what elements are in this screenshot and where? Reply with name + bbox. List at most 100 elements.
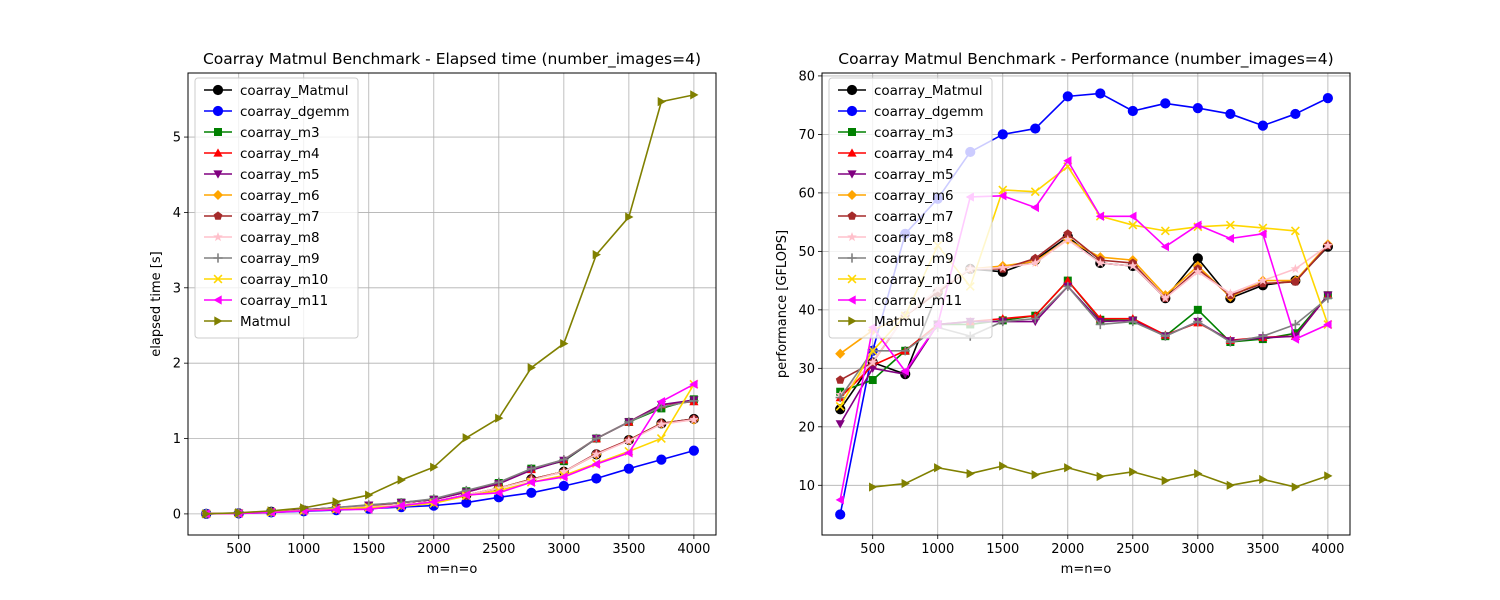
data-point-coarray_m9 [1290,319,1300,330]
data-point-coarray_m11 [1290,334,1300,344]
data-point-coarray_m10 [1290,226,1300,236]
legend-label-coarray_m4: coarray_m4 [240,146,320,162]
legend-label-coarray_dgemm: coarray_dgemm [874,104,984,120]
legend-marker-coarray_m3 [214,128,222,136]
x-axis-label: m=n=o [427,562,478,577]
data-point-coarray_Matmul [835,404,846,415]
y-tick-label: 80 [798,69,815,84]
data-point-coarray_m8 [1290,263,1301,274]
data-point-coarray_m8 [997,262,1008,272]
series-line-Matmul [206,94,695,515]
legend-marker-coarray_m8 [847,231,857,242]
legend-label-coarray_Matmul: coarray_Matmul [874,83,983,99]
x-tick-label: 2000 [417,542,450,557]
series-line-coarray_m11 [206,383,695,515]
legend-label-coarray_m3: coarray_m3 [874,125,954,141]
data-point-Matmul [690,90,699,100]
legend-marker-coarray_dgemm [846,105,858,117]
legend-label-Matmul: Matmul [874,314,925,330]
legend-marker-coarray_m5 [213,170,223,179]
data-point-Matmul [1291,482,1300,492]
data-point-coarray_m9 [591,433,601,444]
data-point-coarray_m9 [835,392,845,403]
data-point-coarray_m9 [1323,293,1333,303]
data-point-Matmul [267,506,276,516]
data-point-coarray_m9 [1063,281,1073,292]
legend-marker-coarray_Matmul [212,84,224,96]
data-point-Matmul [1031,470,1040,480]
x-tick-label: 2000 [1051,542,1084,557]
legend-label-coarray_m9: coarray_m9 [874,251,954,267]
chart-title: Coarray Matmul Benchmark - Elapsed time … [203,50,701,69]
data-point-coarray_m8 [591,449,602,459]
legend-marker-coarray_dgemm [212,105,224,117]
performance-chart: 500 1000 1500 2000 2500 3000 3500 4000 10 20 30 40 5… [775,50,1351,577]
data-point-Matmul [1226,480,1235,490]
data-point-Matmul [300,503,309,513]
data-point-coarray_m10 [1225,220,1235,230]
legend: coarray_Matmul coarray_dgemm coarray_m3coa… [194,77,359,339]
data-point-coarray_m11 [461,490,470,500]
data-point-coarray_m9 [526,464,536,474]
y-tick-label: 4 [173,206,181,221]
legend-marker-coarray_m7 [847,211,857,220]
data-point-coarray_m11 [1258,229,1267,239]
x-tick-label: 500 [226,542,251,557]
data-point-coarray_m7 [835,375,845,384]
data-point-coarray_dgemm [997,129,1008,140]
legend-box [828,77,993,339]
data-point-Matmul [1129,467,1138,477]
data-point-coarray_dgemm [1257,120,1268,131]
legend-marker-coarray_m9 [213,253,223,263]
legend-label-coarray_m10: coarray_m10 [240,272,328,288]
data-point-coarray_dgemm [623,463,634,474]
legend: coarray_Matmul coarray_dgemm coarray_m3coa… [828,77,993,339]
series-group [201,90,699,519]
data-point-coarray_m9 [689,396,699,406]
legend-marker-coarray_m10 [213,274,223,284]
data-point-coarray_m8 [1193,266,1203,276]
data-point-coarray_m11 [656,397,666,407]
legend-marker-coarray_m4 [213,148,223,157]
plot-frame [187,72,717,536]
data-point-coarray_m8 [526,474,537,485]
data-point-Matmul [235,508,244,518]
data-point-coarray_m9 [624,417,634,427]
data-point-coarray_dgemm [1127,105,1138,117]
data-point-coarray_m9 [998,316,1008,327]
data-point-coarray_m8 [624,435,634,445]
legend-box [194,77,359,339]
data-point-coarray_m10 [1030,187,1040,197]
x-tick-label: 4000 [1311,542,1344,557]
data-point-coarray_m4 [1063,276,1073,285]
data-point-coarray_m8 [1323,240,1333,250]
legend-label-coarray_m7: coarray_m7 [240,209,320,225]
data-point-coarray_dgemm [1095,88,1106,99]
legend-marker-coarray_m9 [847,253,857,263]
data-point-Matmul [869,482,878,492]
data-point-coarray_dgemm [1062,91,1073,102]
legend-marker-coarray_Matmul [846,84,858,96]
data-point-coarray_dgemm [1192,102,1203,114]
x-tick-label: 4000 [677,542,710,557]
y-tick-label: 1 [173,432,181,447]
data-point-coarray_m11 [1030,202,1039,213]
data-point-Matmul [430,462,439,472]
data-point-coarray_m8 [656,419,667,429]
data-point-coarray_m11 [1063,156,1072,166]
data-point-Matmul [202,509,211,519]
data-point-Matmul [592,250,601,260]
data-point-Matmul [365,490,374,500]
data-point-coarray_m9 [1193,316,1203,327]
legend-marker-coarray_m11 [847,295,856,305]
data-point-coarray_m11 [998,191,1007,201]
data-point-coarray_m9 [559,455,569,465]
legend-label-coarray_m6: coarray_m6 [240,188,320,204]
data-point-coarray_m11 [1160,242,1170,252]
data-point-coarray_m11 [526,477,536,487]
data-point-coarray_m11 [429,497,438,507]
data-point-coarray_m11 [331,505,340,515]
data-point-Matmul [560,338,569,349]
legend-label-coarray_m5: coarray_m5 [240,167,320,183]
data-point-coarray_dgemm [526,487,537,498]
